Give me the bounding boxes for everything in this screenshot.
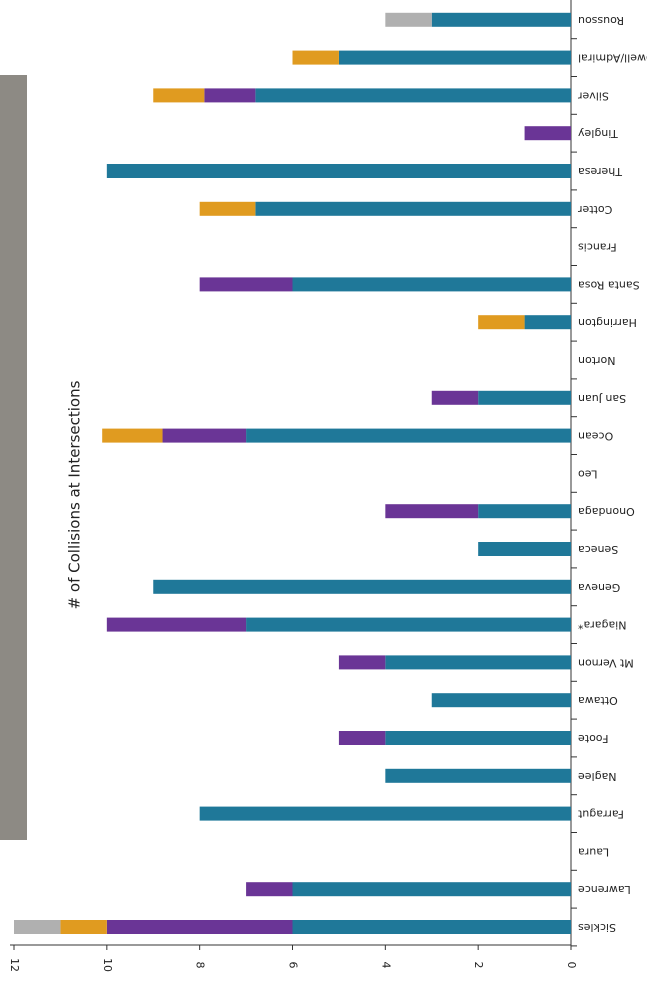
bar-segment xyxy=(478,504,571,519)
category-label: Mt Vernon xyxy=(578,656,634,669)
value-tick-label: 8 xyxy=(194,962,207,969)
bar-segment xyxy=(385,731,571,745)
category-label: Leo xyxy=(578,467,598,480)
category-label: Geneva xyxy=(578,581,620,594)
category-label: Lawrence xyxy=(578,883,631,896)
bar-segment xyxy=(14,920,61,934)
bar-segment xyxy=(338,655,386,670)
bar-segment xyxy=(385,504,479,519)
bar-segment xyxy=(338,50,571,65)
bar-segment xyxy=(106,920,293,934)
bar-segment xyxy=(431,390,479,405)
category-label: Silver xyxy=(578,89,609,102)
bar-segment xyxy=(102,428,163,443)
bar-segment xyxy=(246,882,293,897)
bar-segment xyxy=(524,126,571,141)
bar-segment xyxy=(338,731,386,745)
category-label: Foote xyxy=(578,732,609,745)
bar-segment xyxy=(292,277,571,292)
category-label: Cotter xyxy=(578,203,613,216)
category-label: Norton xyxy=(578,354,616,367)
value-tick-label: 2 xyxy=(472,962,485,969)
value-tick-label: 10 xyxy=(101,958,114,972)
category-label: Theresa xyxy=(578,165,623,178)
axis-title: # of Collisions at Intersections xyxy=(66,380,84,609)
category-label: Roussou xyxy=(578,14,624,27)
value-tick-label: 6 xyxy=(287,962,300,969)
category-label: San Juan xyxy=(578,392,626,405)
bar-segment xyxy=(478,390,571,405)
bar-segment xyxy=(431,693,571,708)
bar-segment xyxy=(385,12,432,27)
bar-segment xyxy=(106,164,571,178)
bar-segment xyxy=(292,882,571,897)
category-label: Francis xyxy=(578,241,617,254)
category-label: Harrington xyxy=(578,316,637,329)
bar-segment xyxy=(292,50,339,65)
bar-segment xyxy=(255,88,571,103)
bar-segment xyxy=(199,201,256,216)
bar-segment xyxy=(385,768,571,783)
category-label: Powell/Admiral xyxy=(578,52,647,65)
category-label: Tingley xyxy=(578,127,619,140)
category-label: Ottawa xyxy=(578,694,618,707)
bar-segment xyxy=(246,617,572,632)
bar-segment xyxy=(106,617,247,632)
category-label: Laura xyxy=(578,845,609,858)
value-tick-label: 4 xyxy=(379,962,392,969)
bar-segment xyxy=(204,88,256,103)
category-label: Onondaga xyxy=(578,505,635,518)
bar-segment xyxy=(199,277,293,292)
bar-segment xyxy=(478,315,525,330)
category-label: Sickles xyxy=(578,921,616,934)
category-label: Farragut xyxy=(577,808,624,821)
category-label: Niagara* xyxy=(578,619,627,632)
bar-segment xyxy=(524,315,571,330)
value-tick-label: 12 xyxy=(8,958,21,972)
bar-segment xyxy=(255,201,571,216)
bar-segment xyxy=(292,920,571,934)
bar-segment xyxy=(153,88,205,103)
background-photo xyxy=(0,75,27,840)
bar-segment xyxy=(199,806,571,821)
bar-segment xyxy=(246,428,572,443)
category-label: Santa Rosa xyxy=(578,278,640,291)
bar-segment xyxy=(153,579,571,594)
category-label: Seneca xyxy=(578,543,618,556)
bar-segment xyxy=(478,542,571,556)
bar-segment xyxy=(431,12,571,27)
bar-segment xyxy=(385,655,571,670)
category-label: Ocean xyxy=(578,430,613,443)
value-tick-label: 0 xyxy=(565,962,578,969)
bar-segment xyxy=(162,428,247,443)
bar-segment xyxy=(60,920,107,934)
category-label: Naglee xyxy=(578,770,617,783)
